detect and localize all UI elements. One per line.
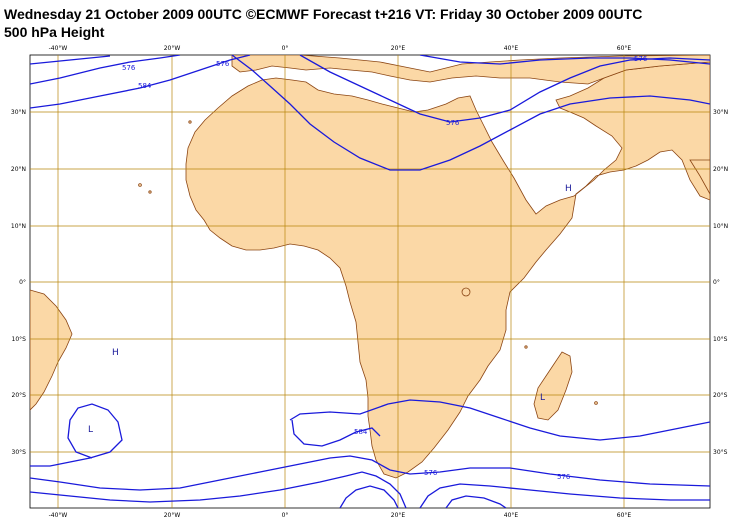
lat-label: 20°S	[12, 392, 27, 399]
india-landmass	[689, 159, 710, 195]
lon-label: 60°E	[617, 512, 632, 519]
lat-label: 20°N	[713, 166, 728, 173]
lon-label: 20°W	[164, 45, 181, 52]
low-pressure-marker: L	[540, 393, 545, 403]
lat-label: 10°S	[12, 336, 27, 343]
contour-line	[289, 399, 710, 441]
lat-label: 10°S	[713, 336, 728, 343]
contour-label: 576	[557, 473, 571, 481]
high-pressure-marker: H	[565, 184, 572, 194]
low-pressure-marker: L	[88, 425, 93, 435]
contour-label: 584	[354, 428, 368, 436]
lat-label: 10°N	[713, 223, 728, 230]
contour-value-labels: 576 584 576 576 576 584 576 576	[122, 55, 648, 481]
lon-label: 0°	[282, 45, 289, 52]
lat-label: 30°N	[713, 109, 728, 116]
contour-label: 576	[634, 55, 648, 63]
contour-line	[30, 55, 251, 109]
madagascar-landmass	[533, 351, 573, 421]
latitude-labels-left: 30°N 20°N 10°N 0° 10°S 20°S 30°S	[11, 109, 26, 456]
contour-label: 576	[122, 64, 136, 72]
lat-label: 10°N	[11, 223, 26, 230]
lon-label: 20°W	[164, 512, 181, 519]
lon-label: -40°W	[49, 512, 68, 519]
lon-label: 40°E	[504, 45, 519, 52]
contour-line	[30, 455, 710, 491]
contour-line	[30, 403, 123, 467]
lon-label: 40°E	[504, 512, 519, 519]
lon-label: 60°E	[617, 45, 632, 52]
lat-label: 0°	[19, 279, 26, 286]
lon-label: 20°E	[391, 45, 406, 52]
lat-label: 30°N	[11, 109, 26, 116]
lon-label: 20°E	[391, 512, 406, 519]
high-pressure-marker: H	[112, 348, 119, 358]
lat-lon-grid	[30, 55, 710, 508]
lat-label: 30°S	[713, 449, 728, 456]
pressure-centers: H H L L	[88, 184, 572, 435]
longitude-labels-top: -40°W 20°W 0° 20°E 40°E 60°E	[49, 45, 632, 52]
chart-subtitle: 500 hPa Height	[4, 24, 105, 40]
lat-label: 20°S	[713, 392, 728, 399]
contour-line	[30, 55, 111, 65]
south-america-landmass	[30, 289, 73, 411]
lon-label: -40°W	[49, 45, 68, 52]
europe-landmass	[231, 55, 710, 85]
contour-line	[299, 55, 710, 123]
contour-line	[419, 55, 710, 65]
africa-landmass	[185, 61, 710, 479]
contour-label: 576	[446, 119, 460, 127]
contour-label: 576	[424, 469, 438, 477]
lat-label: 30°S	[12, 449, 27, 456]
land-masses	[30, 55, 710, 479]
contour-line	[231, 55, 710, 171]
longitude-labels-bottom: -40°W 20°W 0° 20°E 40°E 60°E	[49, 512, 632, 519]
contour-line	[419, 483, 710, 508]
lon-label: 0°	[282, 512, 289, 519]
contour-line	[30, 471, 407, 508]
contour-label: 584	[138, 82, 152, 90]
contour-line	[445, 495, 507, 508]
contour-label: 576	[216, 60, 230, 68]
contour-line	[339, 485, 399, 508]
lat-label: 20°N	[11, 166, 26, 173]
lat-label: 0°	[713, 279, 720, 286]
latitude-labels-right: 30°N 20°N 10°N 0° 10°S 20°S 30°S	[713, 109, 728, 456]
chart-title: Wednesday 21 October 2009 00UTC ©ECMWF F…	[4, 6, 643, 22]
contour-line	[30, 55, 181, 85]
contour-line	[291, 419, 381, 447]
height-contours	[30, 55, 710, 508]
